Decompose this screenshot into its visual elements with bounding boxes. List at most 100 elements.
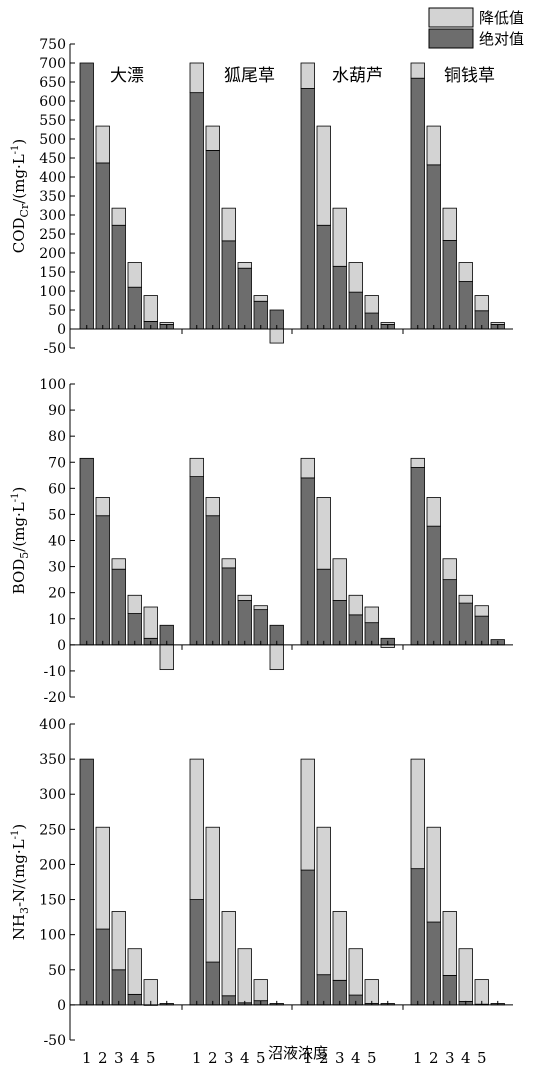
bar-absolute bbox=[348, 614, 363, 646]
bar-reduction bbox=[474, 605, 489, 617]
y-tick-label: 100 bbox=[39, 284, 66, 300]
bar-reduction bbox=[189, 457, 204, 477]
bar-absolute bbox=[127, 613, 142, 646]
bar-reduction bbox=[300, 62, 315, 89]
chart-panel-1: -50 0 50 100 150 200 250 300 350 400 450 500 550 600 6… bbox=[10, 37, 513, 357]
bar-absolute bbox=[111, 568, 126, 646]
bar-reduction bbox=[332, 207, 347, 267]
category-label: 4 bbox=[351, 1049, 361, 1067]
y-tick-label: -50 bbox=[43, 1033, 66, 1049]
bar-reduction bbox=[189, 758, 204, 900]
bar-reduction bbox=[300, 758, 315, 871]
bar-absolute bbox=[458, 281, 473, 330]
category-label: 2 bbox=[208, 1049, 218, 1067]
bar-reduction bbox=[237, 594, 252, 601]
bar-absolute bbox=[189, 899, 204, 1006]
bar-reduction bbox=[364, 606, 379, 624]
y-tick-label: 100 bbox=[39, 377, 66, 393]
y-tick-label: 250 bbox=[39, 227, 66, 243]
bar-reduction bbox=[95, 497, 110, 517]
bar-absolute bbox=[300, 869, 315, 1006]
bar-reduction bbox=[380, 322, 395, 325]
category-label: 2 bbox=[319, 1049, 329, 1067]
y-tick-label: -20 bbox=[43, 690, 66, 706]
bar-absolute bbox=[127, 286, 142, 330]
bar-reduction bbox=[426, 826, 441, 923]
bar-absolute bbox=[221, 567, 236, 646]
bar-reduction bbox=[127, 262, 142, 288]
group-label: 铜钱草 bbox=[444, 66, 495, 86]
bar-reduction bbox=[474, 295, 489, 312]
y-axis-label-part: NH bbox=[10, 914, 28, 940]
bar-absolute bbox=[442, 240, 457, 330]
y-axis-label-part: /(mg·L bbox=[10, 154, 28, 203]
y-tick-label: 0 bbox=[57, 322, 66, 338]
y-axis-label-part: BOD bbox=[10, 559, 28, 595]
y-tick-label: -50 bbox=[43, 341, 66, 357]
y-tick-label: 0 bbox=[57, 998, 66, 1014]
category-label: 3 bbox=[114, 1049, 124, 1067]
legend-label-2: 绝对值 bbox=[479, 30, 524, 48]
bar-reduction bbox=[269, 644, 284, 671]
y-tick-label: 50 bbox=[48, 507, 66, 523]
bar-reduction bbox=[237, 262, 252, 269]
y-axis-label-part: COD bbox=[10, 217, 28, 253]
bar-reduction bbox=[410, 62, 425, 79]
bar-absolute bbox=[237, 600, 252, 646]
bar-reduction bbox=[189, 62, 204, 94]
y-axis-label-part: 5 bbox=[18, 552, 31, 559]
group-label: 大漂 bbox=[110, 66, 144, 86]
bar-absolute bbox=[189, 476, 204, 646]
category-label: 4 bbox=[130, 1049, 140, 1067]
bar-reduction bbox=[95, 826, 110, 930]
bar-absolute bbox=[316, 974, 331, 1006]
bar-reduction bbox=[111, 558, 126, 570]
y-tick-label: 150 bbox=[39, 265, 66, 281]
bar-reduction bbox=[426, 497, 441, 527]
y-tick-label: 750 bbox=[39, 37, 66, 53]
y-tick-label: 700 bbox=[39, 56, 66, 72]
category-label: 5 bbox=[256, 1049, 266, 1067]
category-label: 4 bbox=[240, 1049, 250, 1067]
group-label: 水葫芦 bbox=[332, 66, 383, 86]
category-label: 1 bbox=[192, 1049, 202, 1067]
bar-absolute bbox=[111, 224, 126, 330]
bar-reduction bbox=[410, 758, 425, 870]
bar-reduction bbox=[316, 497, 331, 570]
bar-absolute bbox=[410, 77, 425, 330]
y-tick-label: 600 bbox=[39, 94, 66, 110]
category-label: 4 bbox=[461, 1049, 471, 1067]
y-tick-label: 50 bbox=[48, 303, 66, 319]
y-axis-label-part: ) bbox=[10, 139, 28, 145]
y-tick-label: 350 bbox=[39, 752, 66, 768]
category-label: 5 bbox=[367, 1049, 377, 1067]
chart-panels: -500501001502002503003504004505005506006… bbox=[10, 37, 513, 1067]
bar-reduction bbox=[348, 594, 363, 616]
bar-reduction bbox=[348, 948, 363, 996]
legend-label-1: 降低值 bbox=[479, 9, 524, 27]
bar-absolute bbox=[95, 162, 110, 330]
bar-absolute bbox=[253, 300, 268, 330]
bar-reduction bbox=[442, 558, 457, 581]
category-label: 2 bbox=[98, 1049, 108, 1067]
bar-reduction bbox=[253, 295, 268, 302]
y-tick-label: 150 bbox=[39, 893, 66, 909]
bar-reduction bbox=[332, 558, 347, 601]
bar-absolute bbox=[410, 868, 425, 1006]
category-label: 1 bbox=[413, 1049, 423, 1067]
bar-reduction bbox=[237, 948, 252, 1004]
bar-absolute bbox=[95, 515, 110, 646]
bar-reduction bbox=[442, 911, 457, 976]
bar-reduction bbox=[143, 295, 158, 322]
bar-absolute bbox=[426, 164, 441, 330]
bar-reduction bbox=[316, 125, 331, 226]
bar-absolute bbox=[442, 579, 457, 646]
y-tick-label: 400 bbox=[39, 717, 66, 733]
bar-reduction bbox=[253, 605, 268, 611]
y-tick-label: 500 bbox=[39, 132, 66, 148]
chart-panel-3: -50050100150200250300350400NH3-N/(mg·L-1… bbox=[10, 717, 513, 1067]
y-tick-label: 60 bbox=[48, 481, 66, 497]
legend-swatch-2 bbox=[428, 28, 474, 49]
